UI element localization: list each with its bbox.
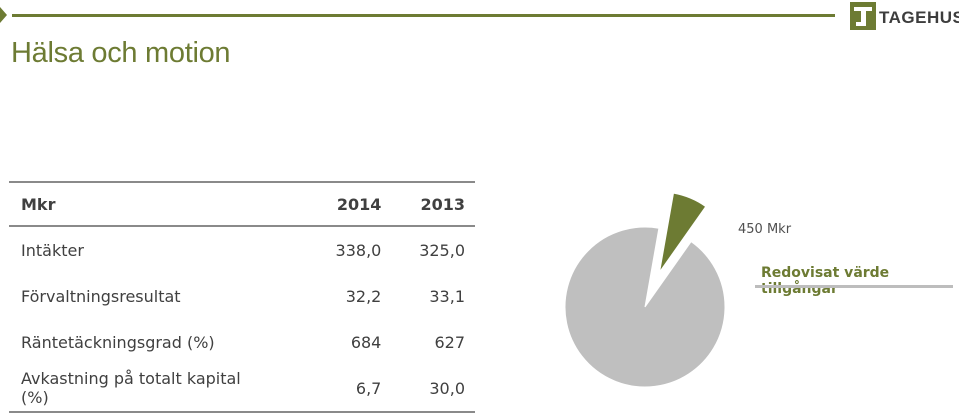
row-label: Räntetäckningsgrad (%) — [21, 332, 215, 352]
page-title: Hälsa och motion — [11, 37, 231, 69]
row-label: Avkastning på totalt kapital (%) — [21, 369, 241, 407]
table-row: Räntetäckningsgrad (%) 684 627 — [9, 319, 475, 365]
row-label: Intäkter — [21, 240, 84, 260]
pie-slice-1 — [659, 192, 707, 273]
pie-slice-2 — [564, 226, 726, 388]
header-arrow-marker — [0, 7, 7, 23]
legend-label: Redovisat värde tillgångar — [761, 265, 890, 297]
row-value-2014: 684 — [350, 332, 382, 352]
row-value-2013: 627 — [434, 332, 465, 352]
brand-name: TAGEHUS — [879, 8, 959, 27]
row-label: Förvaltningsresultat — [21, 286, 181, 306]
legend-rule — [755, 285, 953, 288]
brand-logo: TAGEHUS — [850, 2, 959, 32]
header-year-2014: 2014 — [336, 194, 382, 214]
header-year-2013: 2013 — [420, 194, 465, 214]
header-unit: Mkr — [21, 194, 56, 214]
pie-chart — [564, 192, 726, 388]
row-value-2013: 33,1 — [429, 286, 465, 306]
row-value-2014: 6,7 — [355, 378, 382, 398]
table-row: Förvaltningsresultat 32,2 33,1 — [9, 273, 475, 319]
header-rule — [12, 14, 835, 17]
row-value-2013: 325,0 — [419, 240, 465, 260]
pie-value-label: 450 Mkr — [738, 222, 792, 237]
row-value-2013: 30,0 — [429, 378, 465, 398]
tagehus-logo-icon — [850, 2, 876, 30]
row-value-2014: 32,2 — [345, 286, 382, 306]
table-row: Intäkter 338,0 325,0 — [9, 226, 475, 273]
financial-table: Mkr 2014 2013 Intäkter 338,0 325,0 Förva… — [9, 181, 475, 413]
table-header-row: Mkr 2014 2013 — [9, 182, 475, 226]
table-row: Avkastning på totalt kapital (%) 6,7 30,… — [9, 365, 475, 412]
row-value-2014: 338,0 — [335, 240, 382, 260]
